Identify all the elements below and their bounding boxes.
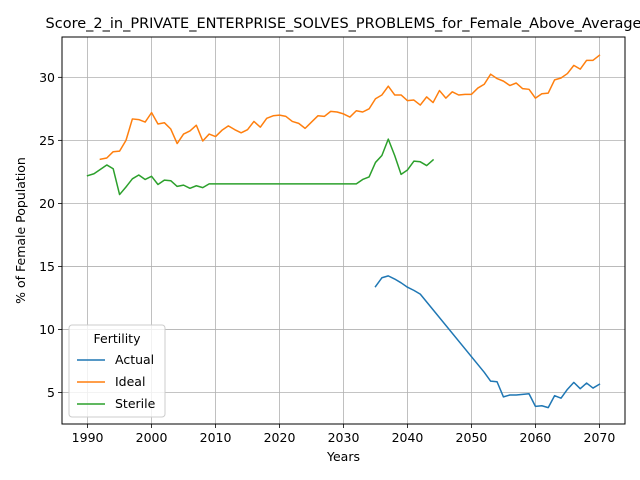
legend: Fertility Actual Ideal Sterile bbox=[68, 324, 166, 418]
ticks-layer: 1990 2000 2010 2020 2030 2040 2050 2060 20705101… bbox=[39, 70, 615, 445]
x-tick-label: 2060 bbox=[520, 430, 552, 445]
y-tick-label: 25 bbox=[39, 133, 55, 148]
x-axis-label: Years bbox=[326, 449, 360, 464]
series-line-sterile bbox=[86, 138, 435, 196]
y-tick-label: 15 bbox=[39, 259, 55, 274]
grid-layer bbox=[62, 37, 625, 424]
x-tick-label: 2010 bbox=[200, 430, 232, 445]
y-tick-label: 10 bbox=[39, 322, 55, 337]
x-tick-label: 2040 bbox=[392, 430, 424, 445]
x-tick-label: 2020 bbox=[264, 430, 296, 445]
x-tick-label: 2030 bbox=[328, 430, 360, 445]
x-tick-label: 2000 bbox=[136, 430, 168, 445]
series-line-actual bbox=[374, 275, 601, 409]
legend-label-ideal: Ideal bbox=[115, 374, 145, 389]
legend-label-actual: Actual bbox=[115, 352, 154, 367]
y-tick-label: 30 bbox=[39, 70, 55, 85]
x-tick-label: 1990 bbox=[72, 430, 104, 445]
legend-title: Fertility bbox=[94, 331, 142, 346]
x-tick-label: 2070 bbox=[584, 430, 616, 445]
x-tick-label: 2050 bbox=[456, 430, 488, 445]
y-axis-label: % of Female Population bbox=[13, 157, 28, 304]
y-tick-label: 5 bbox=[47, 385, 55, 400]
series-layer bbox=[86, 54, 601, 409]
y-tick-label: 20 bbox=[39, 196, 55, 211]
series-line-ideal bbox=[99, 54, 601, 161]
legend-label-sterile: Sterile bbox=[115, 396, 156, 411]
chart-title: Score_2_in_PRIVATE_ENTERPRISE_SOLVES_PRO… bbox=[46, 16, 640, 32]
legend-box bbox=[68, 324, 166, 418]
